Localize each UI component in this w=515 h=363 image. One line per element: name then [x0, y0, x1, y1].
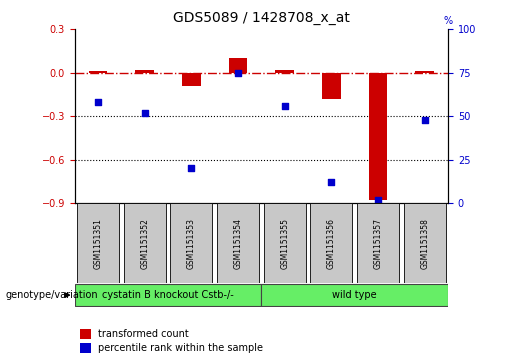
Bar: [124, 203, 166, 283]
Bar: [369, 73, 387, 200]
Bar: [276, 70, 294, 73]
Text: GSM1151357: GSM1151357: [373, 218, 383, 269]
Text: GSM1151354: GSM1151354: [233, 218, 243, 269]
Text: GSM1151355: GSM1151355: [280, 218, 289, 269]
Bar: [261, 284, 448, 306]
Bar: [80, 329, 91, 339]
Bar: [80, 343, 91, 353]
Text: GSM1151353: GSM1151353: [187, 218, 196, 269]
Text: GSM1151356: GSM1151356: [327, 218, 336, 269]
Text: genotype/variation: genotype/variation: [5, 290, 98, 300]
Point: [187, 166, 196, 171]
Bar: [404, 203, 445, 283]
Bar: [264, 203, 306, 283]
Point: [234, 70, 242, 76]
Text: GSM1151352: GSM1151352: [140, 218, 149, 269]
Bar: [77, 203, 119, 283]
Bar: [357, 203, 399, 283]
Point: [327, 179, 335, 185]
Text: %: %: [443, 16, 453, 25]
Point: [141, 110, 149, 115]
Title: GDS5089 / 1428708_x_at: GDS5089 / 1428708_x_at: [173, 11, 350, 25]
Bar: [89, 71, 107, 73]
Bar: [229, 58, 247, 73]
Bar: [135, 70, 154, 73]
Bar: [416, 71, 434, 73]
Text: percentile rank within the sample: percentile rank within the sample: [98, 343, 263, 353]
Point: [281, 103, 289, 109]
Text: GSM1151351: GSM1151351: [94, 218, 102, 269]
Bar: [217, 203, 259, 283]
Text: wild type: wild type: [332, 290, 377, 300]
Bar: [311, 203, 352, 283]
Text: GSM1151358: GSM1151358: [420, 218, 429, 269]
Bar: [322, 73, 341, 99]
Bar: [170, 203, 212, 283]
Bar: [182, 73, 201, 86]
Text: transformed count: transformed count: [98, 329, 188, 339]
Text: cystatin B knockout Cstb-/-: cystatin B knockout Cstb-/-: [102, 290, 234, 300]
Point: [374, 197, 382, 203]
Point: [94, 99, 102, 105]
Point: [421, 117, 429, 123]
Bar: [75, 284, 261, 306]
